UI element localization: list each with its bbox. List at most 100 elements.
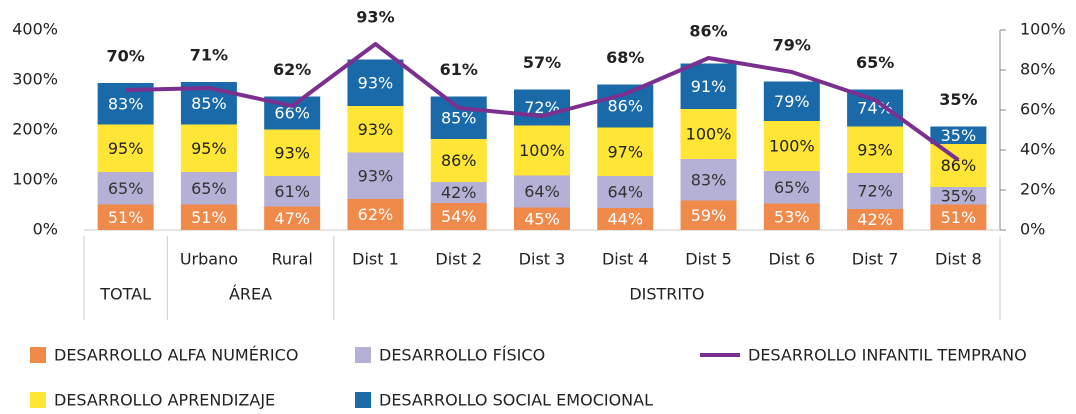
bar-label: 93% [358, 166, 394, 185]
bar-label: 85% [441, 108, 477, 127]
bar-segment [930, 187, 987, 205]
bar-label: 64% [607, 183, 643, 202]
bar-segment [763, 81, 820, 121]
y2-tick-label: 40% [1020, 140, 1056, 159]
bar-label: 100% [519, 141, 565, 160]
bar-segment [347, 199, 404, 230]
line-label: 79% [773, 36, 811, 55]
legend-swatch [355, 347, 371, 363]
bar-segment [347, 152, 404, 199]
bar-label: 93% [274, 143, 310, 162]
group-label: ÁREA [229, 285, 272, 304]
x-tick-label: Dist 5 [685, 250, 732, 269]
bar-label: 44% [607, 210, 643, 229]
bar-segment [763, 121, 820, 171]
bar-segment [430, 182, 487, 203]
bar-label: 93% [358, 73, 394, 92]
bar-label: 83% [691, 170, 727, 189]
bar-segment [680, 63, 737, 109]
bar-segment [430, 203, 487, 230]
x-tick-label: Rural [271, 250, 312, 269]
x-tick-label: Dist 1 [352, 250, 399, 269]
x-tick-label: Dist 7 [852, 250, 899, 269]
bar-label: 42% [857, 210, 893, 229]
bar-label: 62% [358, 205, 394, 224]
bar-segment [597, 127, 654, 176]
bar-label: 100% [686, 125, 732, 144]
bar-label: 86% [941, 156, 977, 175]
bar-segment [847, 173, 904, 209]
x-tick-label: Dist 4 [602, 250, 649, 269]
bar-segment [514, 175, 570, 208]
bar-label: 45% [524, 209, 560, 228]
bar-label: 85% [191, 94, 227, 113]
bar-label: 47% [274, 209, 310, 228]
line-label: 35% [939, 90, 977, 109]
bar-segment [97, 124, 154, 172]
bar-label: 51% [108, 208, 144, 227]
bar-label: 53% [774, 207, 810, 226]
line-label: 68% [606, 48, 644, 67]
line-label: 70% [106, 47, 144, 66]
x-tick-label: Dist 8 [935, 250, 982, 269]
bar-label: 51% [941, 208, 977, 227]
bar-segment [180, 172, 237, 205]
bar-label: 100% [769, 137, 815, 156]
legend-label: DESARROLLO FÍSICO [379, 346, 545, 365]
bar-segment [930, 126, 987, 144]
line-label: 86% [689, 22, 727, 41]
bar-label: 59% [691, 206, 727, 225]
bar-segment [597, 208, 654, 230]
bar-segment [930, 144, 987, 187]
bar-segment [847, 209, 904, 230]
bar-segment [347, 59, 404, 106]
y2-tick-label: 60% [1020, 100, 1056, 119]
legend-label: DESARROLLO ALFA NUMÉRICO [54, 346, 298, 365]
bar-segment [264, 206, 321, 230]
y-tick-label: 100% [12, 170, 58, 189]
bar-segment [680, 200, 737, 230]
bar-label: 91% [691, 77, 727, 96]
bar-label: 65% [191, 179, 227, 198]
bar-segment [847, 126, 904, 173]
bar-segment [97, 204, 154, 230]
x-tick-label: Dist 3 [519, 250, 566, 269]
legend-label: DESARROLLO APRENDIZAJE [54, 391, 275, 410]
y2-tick-label: 0% [1020, 220, 1045, 239]
legend-label: DESARROLLO SOCIAL EMOCIONAL [379, 391, 653, 410]
y-tick-label: 300% [12, 70, 58, 89]
bar-label: 93% [358, 120, 394, 139]
bar-label: 42% [441, 183, 477, 202]
line [125, 42, 960, 162]
bar-label: 72% [857, 182, 893, 201]
bar-label: 65% [108, 179, 144, 198]
bar-label: 61% [274, 182, 310, 201]
bar-segment [597, 176, 654, 208]
bar-segment [514, 89, 570, 126]
legend-swatch [355, 392, 371, 408]
y-tick-label: 0% [33, 220, 58, 239]
bar-label: 35% [941, 126, 977, 145]
y-tick-label: 200% [12, 120, 58, 139]
line-label: 61% [440, 60, 478, 79]
bar-label: 86% [607, 97, 643, 116]
line-label: 65% [856, 53, 894, 72]
line-label: 57% [523, 53, 561, 72]
x-tick-label: Urbano [180, 250, 238, 269]
bar-segment [180, 124, 237, 172]
bar-label: 83% [108, 94, 144, 113]
bar-label: 86% [441, 151, 477, 170]
bar-segment [264, 176, 321, 207]
bar-segment [180, 204, 237, 230]
line-label: 71% [190, 46, 228, 65]
y2-tick-label: 80% [1020, 60, 1056, 79]
bar-label: 95% [108, 139, 144, 158]
group-label: DISTRITO [629, 285, 704, 304]
bar-segment [763, 203, 820, 230]
x-tick-label: Dist 6 [768, 250, 815, 269]
bar-segment [430, 139, 487, 182]
y-tick-label: 400% [12, 20, 58, 39]
bar-label: 35% [941, 186, 977, 205]
legend-label: DESARROLLO INFANTIL TEMPRANO [748, 346, 1027, 365]
line-label: 62% [273, 60, 311, 79]
